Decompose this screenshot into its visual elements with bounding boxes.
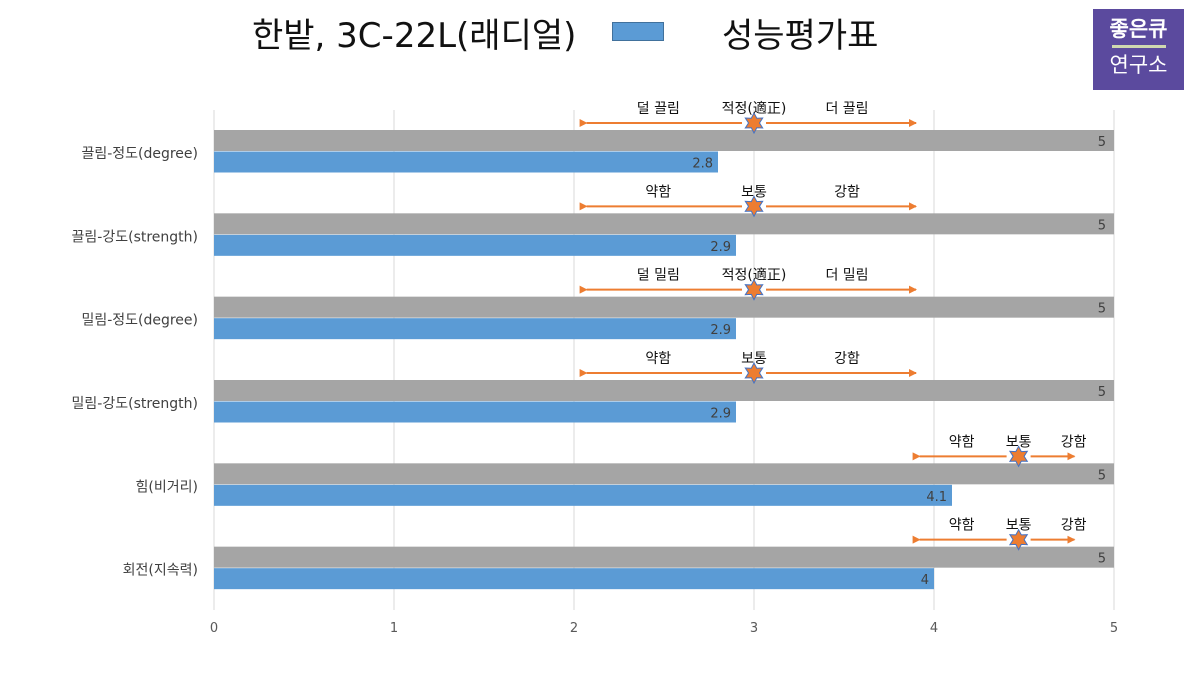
star-marker [1008, 445, 1029, 468]
x-tick-label: 2 [570, 621, 578, 636]
value-bar-data-label: 2.9 [710, 323, 731, 338]
scale-label-low: 약함 [949, 518, 975, 534]
value-bar [214, 151, 718, 173]
max-bar-data-label: 5 [1098, 302, 1106, 317]
category-label: 밀림-정도(degree) [81, 313, 198, 329]
star-marker [1008, 528, 1029, 551]
star-marker [744, 111, 764, 135]
max-bar [214, 213, 1114, 235]
value-bar [214, 401, 736, 423]
max-bar [214, 296, 1114, 318]
brand-logo: 좋은큐 연구소 [1093, 9, 1184, 90]
x-tick-label: 1 [390, 621, 398, 636]
star-marker [744, 361, 764, 385]
max-bar [214, 380, 1114, 401]
scale-label-high: 강함 [1061, 518, 1087, 534]
category-label: 밀림-강도(strength) [72, 396, 198, 412]
scale-label-low: 덜 밀림 [637, 268, 680, 284]
x-tick-label: 3 [750, 621, 758, 636]
star-marker [744, 195, 764, 218]
category-label: 회전(지속력) [123, 563, 198, 579]
scale-label-mid: 적정(適正) [722, 100, 787, 117]
value-bar [214, 568, 934, 590]
scale-label-low: 약함 [949, 434, 975, 450]
value-bar [214, 318, 736, 340]
scale-label-high: 더 밀림 [825, 268, 868, 284]
legend-swatch [612, 22, 664, 41]
logo-divider [1111, 45, 1166, 48]
legend-label: 성능평가표 [722, 16, 879, 56]
category-label: 끌림-강도(strength) [72, 229, 198, 245]
logo-line1: 좋은큐 [1109, 17, 1168, 41]
value-bar-data-label: 2.9 [710, 407, 731, 422]
max-bar-data-label: 5 [1098, 218, 1106, 233]
scale-label-low: 덜 끌림 [637, 101, 680, 117]
logo-line2: 연구소 [1109, 53, 1168, 77]
value-bar-data-label: 2.8 [692, 157, 713, 172]
category-label: 힘(비거리) [136, 479, 198, 495]
max-bar [214, 546, 1114, 568]
x-tick-label: 5 [1110, 621, 1118, 636]
scale-label-high: 더 끌림 [825, 101, 868, 117]
scale-label-low: 약함 [645, 351, 671, 367]
x-tick-label: 0 [210, 621, 218, 636]
max-bar [214, 130, 1114, 151]
max-bar-data-label: 5 [1098, 552, 1106, 567]
scale-label-low: 약함 [645, 184, 671, 200]
scale-label-high: 강함 [1061, 434, 1087, 450]
max-bar-data-label: 5 [1098, 135, 1106, 150]
scale-label-mid: 보통 [1006, 518, 1032, 534]
value-bar-data-label: 4 [921, 573, 929, 588]
max-bar-data-label: 5 [1098, 468, 1106, 483]
max-bar-data-label: 5 [1098, 385, 1106, 400]
scale-label-mid: 보통 [1006, 434, 1032, 450]
scale-label-mid: 보통 [741, 184, 767, 200]
value-bar [214, 484, 952, 506]
chart-title: 한밭, 3C-22L(래디얼) [252, 16, 577, 56]
category-label: 끌림-정도(degree) [81, 146, 198, 162]
scale-label-mid: 보통 [741, 351, 767, 367]
scale-label-high: 강함 [834, 351, 860, 367]
scale-label-high: 강함 [834, 184, 860, 200]
value-bar-data-label: 4.1 [926, 490, 947, 505]
value-bar [214, 234, 736, 256]
star-marker [744, 278, 764, 301]
x-tick-label: 4 [930, 621, 938, 636]
value-bar-data-label: 2.9 [710, 240, 731, 255]
max-bar [214, 463, 1114, 485]
scale-label-mid: 적정(適正) [722, 267, 787, 284]
